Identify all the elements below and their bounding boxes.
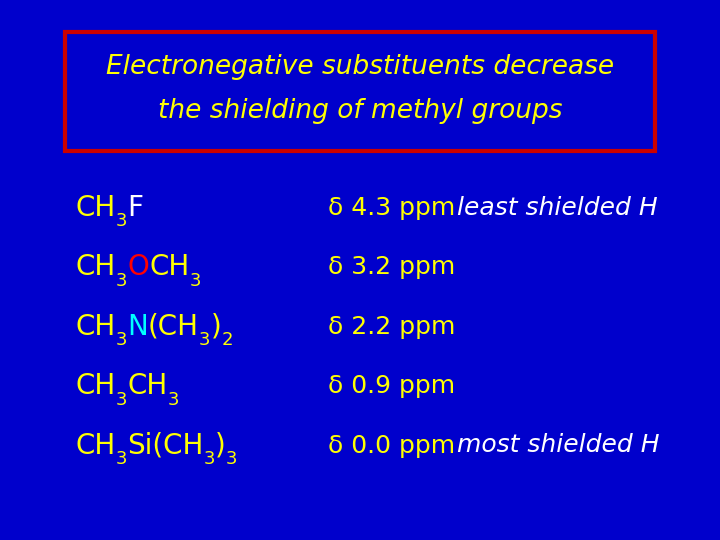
Text: 3: 3 (116, 331, 127, 349)
Text: 3: 3 (116, 272, 127, 290)
Text: δ 4.3 ppm: δ 4.3 ppm (328, 196, 455, 220)
Text: (CH: (CH (148, 313, 199, 341)
Text: 2: 2 (221, 331, 233, 349)
Text: 3: 3 (168, 390, 179, 409)
Text: CH: CH (76, 253, 116, 281)
Text: CH: CH (127, 372, 168, 400)
Text: the shielding of methyl groups: the shielding of methyl groups (158, 98, 562, 124)
Text: least shielded H: least shielded H (457, 196, 658, 220)
Text: CH: CH (76, 372, 116, 400)
Text: Electronegative substituents decrease: Electronegative substituents decrease (106, 55, 614, 80)
Text: CH: CH (76, 431, 116, 460)
Text: 3: 3 (226, 450, 238, 468)
Text: δ 3.2 ppm: δ 3.2 ppm (328, 255, 455, 279)
Text: δ 2.2 ppm: δ 2.2 ppm (328, 315, 455, 339)
Text: N: N (127, 313, 148, 341)
Text: CH: CH (149, 253, 189, 281)
Text: CH: CH (76, 194, 116, 222)
Text: 3: 3 (116, 390, 127, 409)
Text: 3: 3 (199, 331, 211, 349)
Text: δ 0.0 ppm: δ 0.0 ppm (328, 434, 455, 457)
Text: 3: 3 (189, 272, 201, 290)
Text: ): ) (215, 431, 226, 460)
Text: F: F (127, 194, 143, 222)
Text: ): ) (211, 313, 221, 341)
Text: δ 0.9 ppm: δ 0.9 ppm (328, 374, 455, 398)
Text: Si(CH: Si(CH (127, 431, 204, 460)
Text: CH: CH (76, 313, 116, 341)
Text: 3: 3 (204, 450, 215, 468)
Text: most shielded H: most shielded H (457, 434, 660, 457)
Text: 3: 3 (116, 212, 127, 231)
Text: 3: 3 (116, 450, 127, 468)
Text: O: O (127, 253, 149, 281)
